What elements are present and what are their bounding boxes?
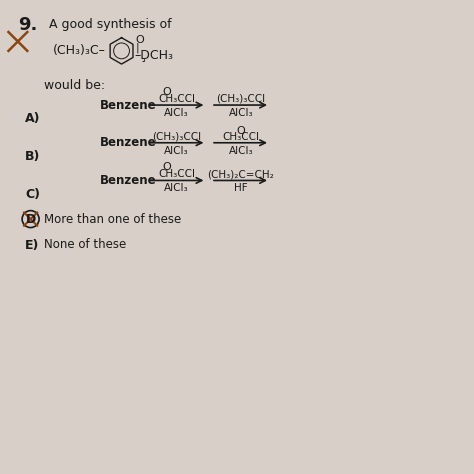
Text: AlCl₃: AlCl₃: [228, 146, 253, 156]
Text: C): C): [25, 188, 40, 201]
Text: (CH₃)₂C=CH₂: (CH₃)₂C=CH₂: [208, 169, 274, 179]
Text: A): A): [25, 112, 40, 125]
Text: (CH₃)₃CCl: (CH₃)₃CCl: [216, 94, 265, 104]
Text: AlCl₃: AlCl₃: [164, 108, 189, 118]
Text: O: O: [162, 162, 171, 172]
Text: AlCl₃: AlCl₃: [164, 146, 189, 156]
Text: None of these: None of these: [44, 238, 126, 251]
Text: |: |: [136, 42, 139, 53]
Text: O: O: [162, 87, 171, 97]
Text: More than one of these: More than one of these: [44, 213, 181, 226]
Text: O: O: [237, 126, 245, 136]
Text: E): E): [25, 239, 39, 252]
Text: CH₃CCl: CH₃CCl: [158, 169, 195, 179]
Text: AlCl₃: AlCl₃: [164, 183, 189, 193]
Text: –ḐCH₃: –ḐCH₃: [135, 49, 174, 62]
Text: 9.: 9.: [18, 16, 37, 34]
Text: HF: HF: [234, 183, 247, 193]
Text: O: O: [136, 35, 145, 45]
Text: B): B): [25, 150, 40, 163]
Text: A good synthesis of: A good synthesis of: [48, 18, 171, 31]
Text: D: D: [26, 213, 36, 226]
Text: would be:: would be:: [44, 79, 105, 92]
Text: Benzene: Benzene: [100, 174, 157, 187]
Text: CH₃CCl: CH₃CCl: [158, 94, 195, 104]
Text: (CH₃)₃CCl: (CH₃)₃CCl: [152, 132, 201, 142]
Text: Benzene: Benzene: [100, 99, 157, 111]
Text: Benzene: Benzene: [100, 136, 157, 149]
Text: CH₃CCl: CH₃CCl: [222, 132, 259, 142]
Text: (CH₃)₃C–: (CH₃)₃C–: [53, 45, 106, 57]
Text: AlCl₃: AlCl₃: [228, 108, 253, 118]
